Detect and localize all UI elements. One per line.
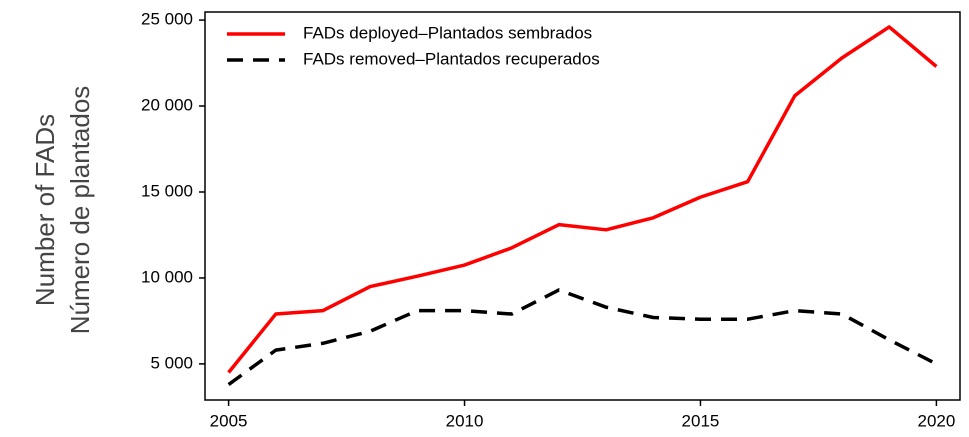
x-tick-label: 2015 bbox=[682, 411, 720, 430]
plot-frame bbox=[204, 11, 961, 401]
legend-label: FADs removed–Plantados recuperados bbox=[303, 49, 600, 68]
series-line bbox=[227, 288, 938, 386]
y-tick-label: 15 000 bbox=[141, 181, 193, 200]
y-tick-label: 20 000 bbox=[141, 96, 193, 115]
y-axis-label: Number of FADs bbox=[30, 114, 60, 306]
y-tick-label: 5 000 bbox=[150, 353, 193, 372]
series-line bbox=[227, 25, 938, 374]
x-tick-label: 2020 bbox=[917, 411, 955, 430]
y-axis-label: Número de plantados bbox=[65, 86, 95, 335]
y-tick-label: 25 000 bbox=[141, 10, 193, 29]
legend-label: FADs deployed–Plantados sembrados bbox=[303, 23, 592, 42]
x-tick-label: 2010 bbox=[446, 411, 484, 430]
x-tick-label: 2005 bbox=[210, 411, 248, 430]
y-tick-label: 10 000 bbox=[141, 267, 193, 286]
